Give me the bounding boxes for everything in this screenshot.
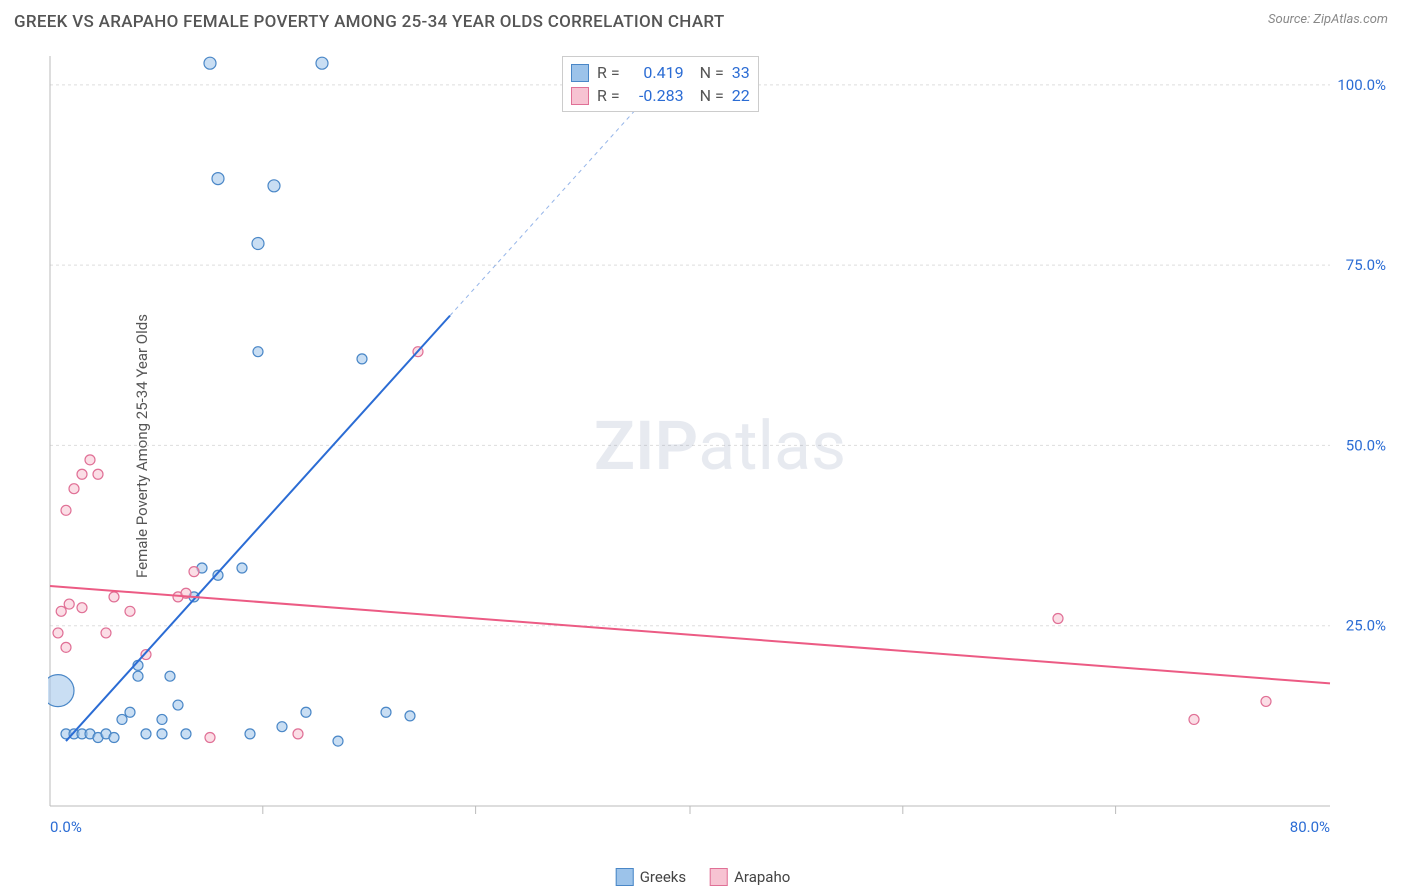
data-point (93, 469, 103, 479)
legend-swatch (571, 64, 589, 82)
data-point (48, 675, 74, 707)
data-point (252, 238, 264, 250)
data-point (357, 354, 367, 364)
data-point (61, 642, 71, 652)
data-point (77, 469, 87, 479)
data-point (212, 173, 224, 185)
legend-swatch (571, 87, 589, 105)
n-label: N = (700, 86, 724, 105)
trend-line-ext (450, 85, 658, 316)
stats-legend-box: R = 0.419 N = 33 R = -0.283 N = 22 (562, 56, 759, 112)
data-point (101, 628, 111, 638)
data-point (205, 732, 215, 742)
r-label: R = (597, 86, 620, 105)
data-point (69, 484, 79, 494)
data-point (117, 714, 127, 724)
data-point (109, 732, 119, 742)
legend-swatch (710, 868, 728, 886)
data-point (157, 729, 167, 739)
data-point (173, 700, 183, 710)
y-tick-label: 50.0% (1346, 436, 1386, 454)
data-point (381, 707, 391, 717)
data-point (141, 729, 151, 739)
data-point (157, 714, 167, 724)
stats-row: R = -0.283 N = 22 (571, 84, 750, 107)
data-point (405, 711, 415, 721)
legend-item: Greeks (616, 868, 686, 886)
data-point (293, 729, 303, 739)
y-tick-label: 25.0% (1346, 617, 1386, 635)
data-point (133, 671, 143, 681)
legend-label: Greeks (640, 868, 686, 886)
data-point (268, 180, 280, 192)
data-point (77, 603, 87, 613)
data-point (333, 736, 343, 746)
data-point (85, 455, 95, 465)
data-point (301, 707, 311, 717)
data-point (64, 599, 74, 609)
data-point (61, 505, 71, 515)
y-tick-label: 75.0% (1346, 256, 1386, 274)
data-point (181, 729, 191, 739)
x-tick-label: 0.0% (50, 818, 82, 836)
trend-line (50, 586, 1330, 683)
legend-swatch (616, 868, 634, 886)
data-point (277, 722, 287, 732)
scatter-chart-svg: 25.0% 50.0% 75.0% 100.0% 0.0% 80.0% (48, 54, 1392, 838)
r-label: R = (597, 63, 620, 82)
data-point (56, 606, 66, 616)
chart-header: GREEK VS ARAPAHO FEMALE POVERTY AMONG 25… (0, 0, 1406, 38)
n-value: 33 (732, 63, 750, 82)
data-point (204, 57, 216, 69)
n-value: 22 (732, 86, 750, 105)
legend-label: Arapaho (734, 868, 790, 886)
data-point (189, 567, 199, 577)
data-point (1053, 614, 1063, 624)
data-point (165, 671, 175, 681)
data-point (1261, 696, 1271, 706)
x-tick-label: 80.0% (1290, 818, 1330, 836)
r-value: -0.283 (628, 86, 684, 105)
stats-row: R = 0.419 N = 33 (571, 61, 750, 84)
chart-source: Source: ZipAtlas.com (1268, 12, 1388, 27)
series-legend: Greeks Arapaho (616, 868, 791, 886)
data-point (1189, 714, 1199, 724)
data-point (53, 628, 63, 638)
data-point (125, 707, 135, 717)
chart-area: 25.0%50.0%75.0%100.0%0.0%80.0% ZIPatlas … (48, 54, 1392, 838)
data-point (237, 563, 247, 573)
y-tick-label: 100.0% (1337, 76, 1386, 94)
data-point (109, 592, 119, 602)
data-point (316, 57, 328, 69)
r-value: 0.419 (628, 63, 684, 82)
data-point (253, 347, 263, 357)
n-label: N = (700, 63, 724, 82)
legend-item: Arapaho (710, 868, 790, 886)
data-point (125, 606, 135, 616)
data-point (245, 729, 255, 739)
trend-line (66, 316, 450, 741)
chart-title: GREEK VS ARAPAHO FEMALE POVERTY AMONG 25… (14, 12, 724, 32)
